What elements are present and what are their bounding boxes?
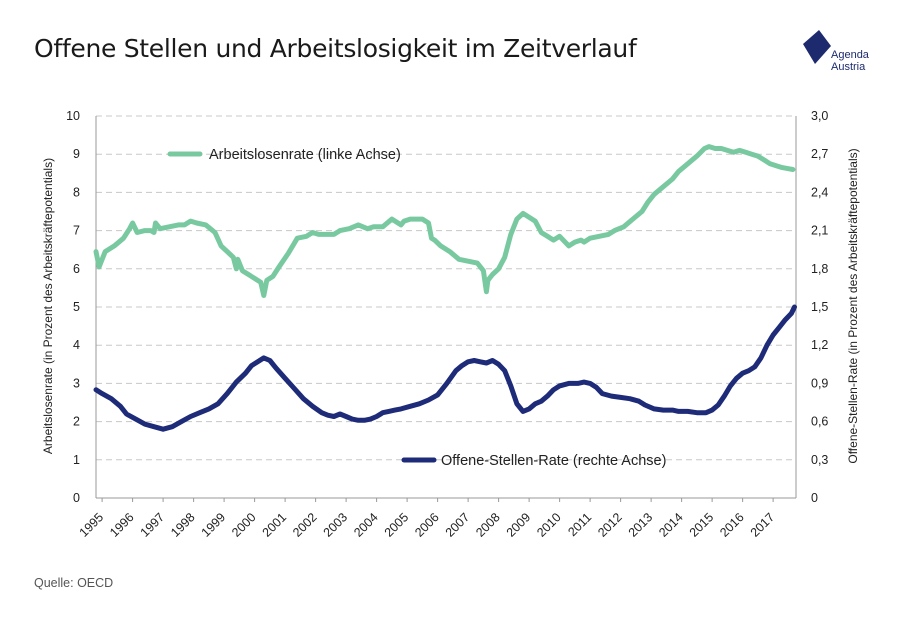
right-axis-tick-label: 0,6 xyxy=(811,415,828,429)
left-axis-tick-label: 2 xyxy=(73,415,80,429)
x-axis-tick-label: 2001 xyxy=(260,510,290,540)
chart-title: Offene Stellen und Arbeitslosigkeit im Z… xyxy=(34,34,637,63)
x-axis-tick-label: 1999 xyxy=(199,510,229,540)
left-axis-tick-label: 7 xyxy=(73,224,80,238)
x-axis-tick-label: 1995 xyxy=(77,510,107,540)
right-axis-ticks: 0 0,3 0,6 0,9 1,2 1,5 1,8 2,1 2,4 2,7 3,0 xyxy=(811,109,828,505)
left-axis-tick-label: 6 xyxy=(73,262,80,276)
right-axis-tick-label: 1,2 xyxy=(811,338,828,352)
x-axis-tick-label: 2014 xyxy=(656,510,686,540)
left-axis-ticks: 0 1 2 3 4 5 6 7 8 9 10 xyxy=(66,109,80,505)
source-note: Quelle: OECD xyxy=(34,576,114,590)
legend-vacancy: Offene-Stellen-Rate (rechte Achse) xyxy=(401,453,666,469)
x-axis-tick-label: 2000 xyxy=(229,510,259,540)
grid-lines xyxy=(95,115,797,499)
left-axis-tick-label: 1 xyxy=(73,453,80,467)
x-axis-tick-label: 2015 xyxy=(687,510,717,540)
right-axis-tick-label: 0 xyxy=(811,491,818,505)
x-axis-tick-label: 1998 xyxy=(168,510,198,540)
right-axis-tick-label: 2,4 xyxy=(811,185,828,199)
x-axis-ticks: 1995 1996 1997 1998 1999 2000 2001 2002 2003 2004… xyxy=(77,498,778,540)
x-axis-tick-label: 2004 xyxy=(351,510,381,540)
x-axis-tick-label: 2011 xyxy=(565,510,594,539)
right-axis-tick-label: 0,9 xyxy=(811,376,828,390)
left-axis-tick-label: 4 xyxy=(73,338,80,352)
logo-text-line1: Agenda xyxy=(831,49,869,61)
x-axis-tick-label: 2010 xyxy=(534,510,564,540)
x-axis-tick-label: 2008 xyxy=(473,510,503,540)
legend-vacancy-label: Offene-Stellen-Rate (rechte Achse) xyxy=(441,453,666,469)
left-axis-tick-label: 5 xyxy=(73,300,80,314)
x-axis-tick-label: 2013 xyxy=(626,510,656,540)
right-axis-tick-label: 1,8 xyxy=(811,262,828,276)
left-axis-tick-label: 10 xyxy=(66,109,80,123)
x-axis-tick-label: 2009 xyxy=(504,510,534,540)
legend-unemployment: Arbeitslosenrate (linke Achse) xyxy=(167,147,401,163)
x-axis-tick-label: 1996 xyxy=(107,510,137,540)
right-axis-tick-label: 0,3 xyxy=(811,453,828,467)
series-lines xyxy=(93,144,797,432)
right-axis-tick-label: 1,5 xyxy=(811,300,828,314)
x-axis-tick-label: 2005 xyxy=(382,510,412,540)
agenda-austria-logo xyxy=(803,30,831,64)
legend-unemployment-label: Arbeitslosenrate (linke Achse) xyxy=(209,147,401,163)
logo-shape-icon xyxy=(803,30,831,64)
x-axis-tick-label: 2003 xyxy=(321,510,351,540)
right-axis-title: Offene-Stellen-Rate (in Prozent des Arbe… xyxy=(846,148,860,463)
x-axis-tick-label: 2006 xyxy=(412,510,442,540)
left-axis-title: Arbeitslosenrate (in Prozent des Arbeits… xyxy=(41,158,55,454)
logo-text-line2: Austria xyxy=(831,61,866,73)
vacancy-rate-line xyxy=(93,304,797,432)
x-axis-tick-label: 2002 xyxy=(290,510,320,540)
left-axis-tick-label: 8 xyxy=(73,185,80,199)
unemployment-rate-line xyxy=(93,144,796,298)
x-axis-tick-label: 2012 xyxy=(595,510,625,540)
x-axis-tick-label: 2017 xyxy=(748,510,778,540)
right-axis-tick-label: 2,1 xyxy=(811,224,828,238)
x-axis-tick-label: 1997 xyxy=(138,510,168,540)
left-axis-tick-label: 0 xyxy=(73,491,80,505)
x-axis-tick-label: 2016 xyxy=(717,510,747,540)
right-axis-tick-label: 3,0 xyxy=(811,109,828,123)
x-axis-tick-label: 2007 xyxy=(443,510,473,540)
left-axis-tick-label: 3 xyxy=(73,376,80,390)
right-axis-tick-label: 2,7 xyxy=(811,147,828,161)
left-axis-tick-label: 9 xyxy=(73,147,80,161)
